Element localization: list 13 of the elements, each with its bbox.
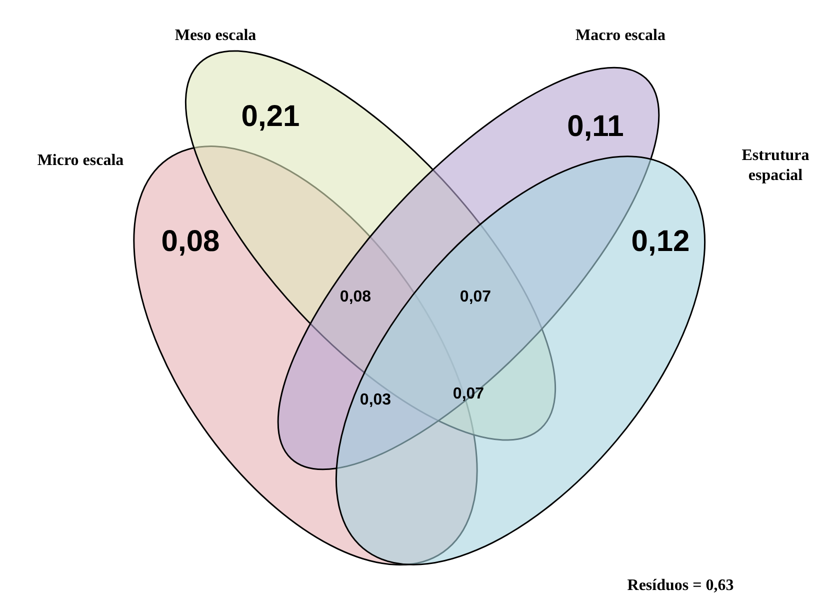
text: 0,03 bbox=[360, 392, 392, 408]
category-label: Micro escala bbox=[37, 152, 124, 169]
category-label: Meso escala bbox=[174, 27, 256, 44]
text: 0,07 bbox=[460, 288, 492, 306]
text: 0,08 bbox=[340, 288, 372, 306]
category-label: Macro escala bbox=[576, 27, 666, 44]
data-label: 0,21 bbox=[241, 100, 300, 133]
data-label: 0,11 bbox=[567, 110, 624, 143]
text: 0,07 bbox=[452, 386, 484, 402]
data-label: 0,12 bbox=[631, 225, 690, 258]
text: Resíduos = 0,63 bbox=[627, 577, 734, 594]
category-label: Estrutura espacial bbox=[742, 146, 810, 184]
data-label: 0,08 bbox=[161, 225, 220, 258]
